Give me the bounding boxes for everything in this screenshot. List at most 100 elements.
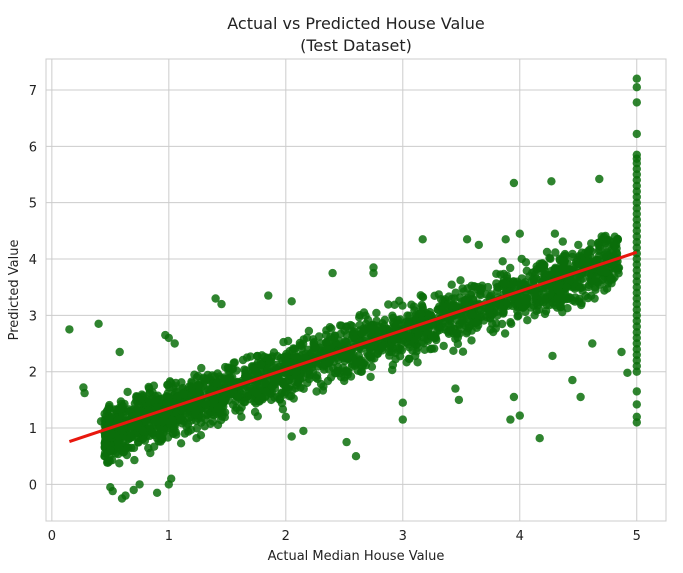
data-point <box>115 459 124 468</box>
data-point <box>469 294 478 304</box>
data-point <box>320 365 329 374</box>
data-point <box>164 333 173 343</box>
data-point <box>184 413 194 422</box>
data-point <box>206 385 215 394</box>
data-point <box>378 342 387 351</box>
data-point <box>467 336 476 345</box>
data-point <box>217 299 226 309</box>
data-point <box>551 248 560 257</box>
data-point <box>439 341 448 351</box>
data-point <box>558 237 567 246</box>
data-point <box>506 415 515 424</box>
data-point <box>100 452 109 461</box>
data-point <box>458 347 468 356</box>
data-point <box>417 300 426 310</box>
data-point <box>201 376 210 385</box>
data-point <box>353 366 362 375</box>
data-point <box>515 411 524 420</box>
data-point <box>427 331 437 340</box>
data-point <box>632 400 641 409</box>
data-point <box>351 452 361 461</box>
data-point <box>460 297 469 306</box>
data-point <box>571 293 580 302</box>
data-point <box>384 300 393 309</box>
data-point <box>107 430 117 439</box>
data-point <box>129 443 139 453</box>
data-point <box>170 423 179 432</box>
data-point <box>299 426 308 436</box>
data-point <box>508 279 518 288</box>
data-point <box>385 347 394 357</box>
data-point <box>287 297 296 306</box>
chart-subtitle: (Test Dataset) <box>300 36 412 55</box>
data-point <box>324 358 334 367</box>
data-point <box>342 437 351 447</box>
data-point <box>125 405 134 414</box>
data-point <box>191 406 200 415</box>
data-point <box>336 329 345 338</box>
data-point <box>152 488 162 497</box>
data-point <box>211 294 220 303</box>
data-point <box>568 252 577 262</box>
data-point <box>566 275 575 285</box>
data-point <box>284 384 293 393</box>
data-point <box>433 305 443 315</box>
data-point <box>393 319 402 328</box>
data-point <box>593 238 603 248</box>
data-point <box>96 417 106 426</box>
data-point <box>478 312 487 321</box>
data-point <box>398 398 407 407</box>
data-point <box>632 98 641 107</box>
data-point <box>342 366 351 375</box>
data-point <box>402 358 411 367</box>
data-point <box>346 372 356 381</box>
data-point <box>515 229 524 238</box>
y-tick-label: 6 <box>29 140 37 155</box>
data-point <box>190 370 199 379</box>
data-point <box>547 266 556 275</box>
data-point <box>115 347 124 357</box>
data-point <box>176 414 186 423</box>
data-point <box>323 376 333 386</box>
data-point <box>212 378 222 388</box>
data-point <box>141 417 151 426</box>
data-point <box>193 381 203 390</box>
data-point <box>617 347 626 357</box>
data-point <box>413 358 422 367</box>
data-point <box>123 387 132 397</box>
data-point <box>632 418 641 427</box>
data-point <box>151 417 160 426</box>
data-point <box>499 269 508 279</box>
data-point <box>135 480 144 489</box>
data-point <box>304 326 314 336</box>
data-point <box>180 429 189 438</box>
data-point <box>340 373 349 382</box>
chart-title: Actual vs Predicted House Value <box>227 14 484 33</box>
data-point <box>390 300 399 309</box>
data-point <box>597 232 606 241</box>
data-point <box>123 443 132 452</box>
data-point <box>444 329 454 338</box>
data-point <box>241 371 250 381</box>
data-point <box>366 323 376 333</box>
data-point <box>138 426 147 435</box>
data-point <box>587 291 596 300</box>
data-points <box>65 74 641 503</box>
data-point <box>299 384 308 393</box>
data-point <box>213 369 222 378</box>
data-point <box>606 274 615 284</box>
data-point <box>346 320 355 330</box>
data-point <box>149 381 159 390</box>
data-point <box>378 326 387 335</box>
data-point <box>101 439 111 448</box>
data-point <box>299 335 308 344</box>
data-point <box>235 406 244 415</box>
data-point <box>548 351 557 361</box>
data-point <box>632 74 641 83</box>
data-point <box>248 363 258 373</box>
data-point <box>359 326 369 336</box>
data-point <box>133 420 143 429</box>
data-point <box>295 375 304 384</box>
data-point <box>278 405 288 414</box>
data-point <box>444 292 454 301</box>
